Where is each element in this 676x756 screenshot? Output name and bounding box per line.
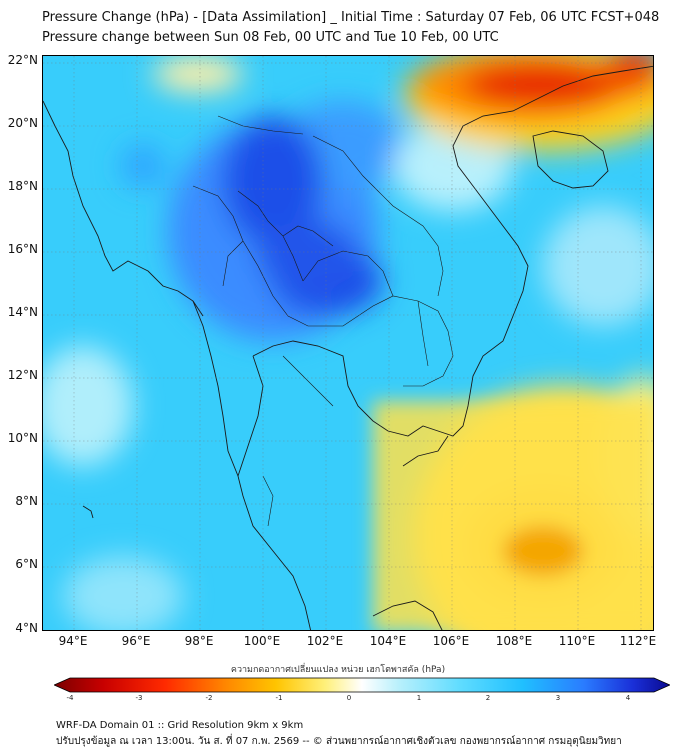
colorbar-tick: -3 [135,694,143,702]
lat-label: 14°N [7,305,38,319]
lon-label: 110°E [558,634,596,648]
colorbar [54,677,670,693]
coastlines [43,65,653,630]
lon-label: 96°E [121,634,151,648]
colorbar-title: ความกดอากาศเปลี่ยนแปลง หน่วย เฮกโตพาสคัล… [230,665,446,675]
weak-change-area [543,206,653,326]
strong-fall-area [223,116,323,246]
lon-label: 104°E [369,634,407,648]
chart-title: Pressure Change (hPa) - [Data Assimilati… [42,10,660,25]
lat-label: 8°N [15,494,38,508]
colorbar-tick: 4 [625,694,631,702]
lon-label: 94°E [58,634,88,648]
weak-change-area [63,556,183,630]
lon-label: 112°E [619,634,657,648]
rise-area [503,526,583,576]
lat-label: 16°N [7,242,38,256]
rise-area [373,401,653,630]
colorbar-tick: 1 [416,694,422,702]
gridlines [43,56,653,630]
weak-rise-area [153,56,243,92]
lat-label: 18°N [7,179,38,193]
borders [192,115,454,527]
strong-fall-area [258,221,358,291]
strong-rise-area [603,56,653,96]
footer-model-info: WRF-DA Domain 01 :: Grid Resolution 9km … [56,720,304,731]
lon-label: 102°E [306,634,344,648]
footer-update-info: ปรับปรุงข้อมูล ณ เวลา 13:00น. วัน ส. ที่… [56,736,622,747]
lon-label: 108°E [495,634,533,648]
colorbar-tick: 0 [346,694,352,702]
lon-label: 98°E [184,634,214,648]
chart-subtitle: Pressure change between Sun 08 Feb, 00 U… [42,30,499,45]
lat-label: 22°N [7,53,38,67]
colorbar-scale [54,677,670,693]
lat-label: 12°N [7,368,38,382]
colorbar-tick: 3 [555,694,561,702]
weak-change-area [43,346,133,466]
lat-label: 6°N [15,557,38,571]
lon-label: 106°E [432,634,470,648]
colorbar-tick: -1 [275,694,283,702]
colorbar-tick: -4 [66,694,74,702]
colorbar-tick: -2 [205,694,213,702]
lat-label: 10°N [7,431,38,445]
lat-label: 4°N [15,621,38,635]
pressure-change-map [43,56,653,630]
map-panel [42,55,654,631]
colorbar-tick: 2 [485,694,491,702]
lon-label: 100°E [243,634,281,648]
moderate-fall-area [121,144,165,188]
strong-rise-area [463,59,623,109]
lat-label: 20°N [7,116,38,130]
